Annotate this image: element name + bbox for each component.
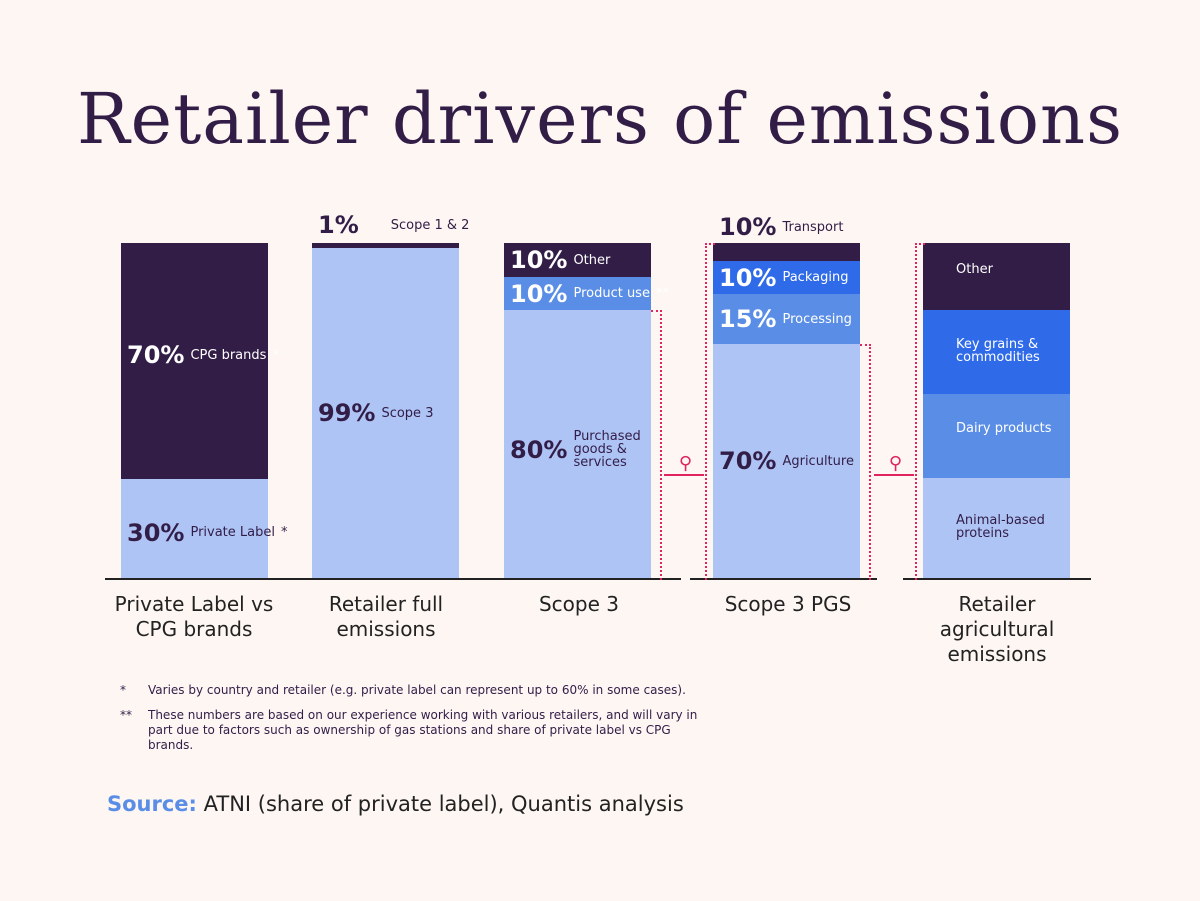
segment-name: Purchased goods & services [573,429,641,470]
segment-name: Key grains & commodities [956,337,1040,365]
segment-label: 10% Other [510,246,610,274]
segment-label: 80% Purchased goods & services [510,430,643,469]
bar-segment [923,243,1070,310]
segment-percent: 30% [127,518,185,547]
segment-label: 1% Scope 1 & 2 [318,211,469,239]
segment-name: Scope 3 [381,405,434,421]
segment-name: Packaging [782,270,849,285]
footnote-marker: * [280,525,288,540]
category-label: Scope 3 PGS [724,592,852,616]
bar-segment [504,310,651,578]
footnote-1: * Varies by country and retailer (e.g. pr… [120,683,686,697]
segment-name: Product use [573,286,650,301]
segment-label: 99% Scope 3 [318,399,433,427]
magnifier-icon: ⚲ [679,453,693,474]
bar-3: 70% Agriculture 15% Processing 10% Packaging 1… [713,213,860,578]
segment-name: Other [956,261,993,277]
category-label: Scope 3 [538,592,619,616]
segment-label: Animal-based proteins [956,514,1066,540]
axis-line [903,578,1091,580]
bar-4: Animal-based proteins Dairy products Key g… [923,243,1070,578]
segment-name: Transport [782,219,844,235]
segment-percent: 99% [318,399,376,427]
footnote-2: ** These numbers are based on our experie… [120,708,698,752]
segment-name: Dairy products [956,421,1052,436]
bar-segment [504,277,651,310]
segment-label: 70% Agriculture [719,447,854,475]
segment-percent: 10% [719,263,777,292]
segment-percent: 10% [510,246,568,274]
segment-percent: 10% [719,213,777,241]
category-label: Private Label vs CPG brands [114,592,274,641]
zoom-connector [651,310,662,580]
segment-percent: 15% [719,305,777,333]
zoom-connector [915,243,925,580]
segment-label: Dairy products [956,422,1066,435]
bar-2: 80% Purchased goods & services 10% Product … [504,243,669,578]
bar-segment [923,394,1070,478]
arrow-right-icon [664,474,704,476]
segment-percent: 80% [510,435,568,464]
axis-line [105,578,681,580]
bar-segment [713,261,860,294]
segment-name: Private Label [190,525,275,540]
segment-name: Other [573,252,611,268]
category-label: Retailer full emissions [328,592,444,641]
segment-percent: 70% [127,341,185,369]
segment-label: 10% Transport [719,213,843,241]
bar-segment [504,243,651,277]
bar-segment [713,294,860,344]
footnote-marker: ** [655,286,669,301]
segment-percent: 10% [510,279,568,308]
footnote-marker: * [272,347,279,363]
zoom-connector [860,344,871,580]
segment-label: 30% Private Label * [127,519,287,547]
bar-segment [713,344,860,578]
zoom-connector [705,243,715,580]
magnifier-icon: ⚲ [889,453,903,474]
bar-segment [121,479,268,578]
bar-segment [312,243,459,248]
segment-name: Agriculture [782,453,854,469]
segment-label: 15% Processing [719,305,852,333]
bar-0: 30% Private Label * 70% CPG brands * [121,243,287,578]
segment-label: 10% Product use ** [510,280,669,308]
segment-label: 10% Packaging [719,264,848,292]
source-line: Source: ATNI (share of private label), Q… [107,792,684,816]
segment-name: Animal-based proteins [956,513,1045,541]
segment-label: Key grains & commodities [956,338,1066,364]
bar-segment [121,243,268,479]
segment-label: 70% CPG brands * [127,341,279,369]
bar-segment [923,478,1070,578]
chart-title: Retailer drivers of emissions [76,78,1124,160]
bar-segment [923,310,1070,394]
segment-label: Other [956,263,1066,276]
bar-segment [312,248,459,578]
segment-percent: 1% [318,211,359,239]
arrow-right-icon [874,474,914,476]
segment-name: CPG brands [190,347,267,363]
axis-line [690,578,877,580]
segment-name: Processing [782,311,852,327]
bar-1: 99% Scope 3 1% Scope 1 & 2 [312,211,469,578]
category-label: Retailer agricultural emissions [939,592,1055,666]
segment-percent: 70% [719,447,777,475]
segment-name: Scope 1 & 2 [390,217,470,233]
bar-segment [713,243,860,261]
